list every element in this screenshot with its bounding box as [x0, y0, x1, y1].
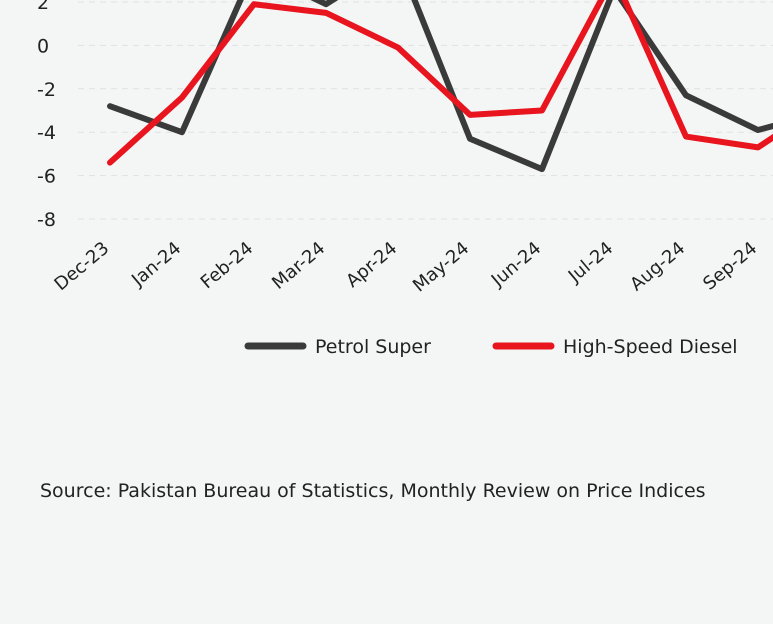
x-tick-label: Aug-24 — [626, 238, 689, 296]
y-tick-label: -2 — [37, 79, 56, 101]
x-tick-label: Jan-24 — [127, 238, 185, 291]
x-tick-label: Feb-24 — [197, 238, 257, 293]
y-tick-label: -4 — [37, 122, 56, 144]
x-tick-label: Jun-24 — [487, 238, 545, 292]
series-line — [107, 0, 773, 173]
x-tick-label: Dec-23 — [51, 238, 114, 295]
y-tick-label: 2 — [37, 0, 49, 14]
legend-label: Petrol Super — [315, 336, 431, 358]
y-tick-label: 0 — [37, 35, 49, 57]
x-tick-label: Mar-24 — [268, 238, 329, 294]
series-line — [107, 0, 773, 166]
y-tick-label: -6 — [37, 166, 56, 188]
x-tick-label: Apr-24 — [342, 238, 401, 292]
x-tick-label: Jul-24 — [564, 238, 617, 288]
source-note: Source: Pakistan Bureau of Statistics, M… — [40, 480, 706, 502]
x-tick-label: Sep-24 — [699, 238, 761, 295]
y-tick-label: -8 — [37, 209, 56, 231]
legend-label: High-Speed Diesel — [563, 336, 738, 358]
x-tick-label: May-24 — [409, 238, 473, 297]
